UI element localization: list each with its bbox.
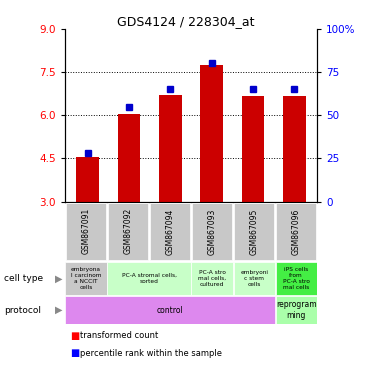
Text: reprogram
ming: reprogram ming: [276, 300, 316, 320]
Bar: [242, 96, 265, 202]
Bar: [118, 114, 140, 202]
Text: ■: ■: [70, 348, 80, 358]
Text: protocol: protocol: [4, 306, 41, 314]
Text: embryoni
c stem
cells: embryoni c stem cells: [240, 270, 268, 287]
Bar: [200, 65, 223, 202]
Text: GSM867093: GSM867093: [208, 208, 217, 255]
Text: transformed count: transformed count: [80, 331, 158, 341]
Text: ▶: ▶: [55, 273, 62, 283]
Text: GSM867096: GSM867096: [292, 208, 301, 255]
Bar: [150, 203, 190, 260]
Bar: [276, 262, 317, 295]
Bar: [65, 262, 106, 295]
Text: PC-A stromal cells,
sorted: PC-A stromal cells, sorted: [122, 273, 177, 284]
Text: GSM867094: GSM867094: [165, 208, 174, 255]
Text: GSM867092: GSM867092: [124, 208, 132, 255]
Text: percentile rank within the sample: percentile rank within the sample: [80, 349, 222, 358]
Bar: [283, 96, 306, 202]
Text: cell type: cell type: [4, 274, 43, 283]
Text: GSM867095: GSM867095: [250, 208, 259, 255]
Text: ■: ■: [70, 331, 80, 341]
Bar: [65, 296, 275, 324]
Bar: [276, 296, 317, 324]
Bar: [107, 262, 191, 295]
Bar: [191, 262, 233, 295]
Text: PC-A stro
mal cells,
cultured: PC-A stro mal cells, cultured: [198, 270, 226, 287]
Text: GSM867091: GSM867091: [82, 208, 91, 255]
Bar: [159, 95, 182, 202]
Text: embryona
l carcinom
a NCCIT
cells: embryona l carcinom a NCCIT cells: [71, 267, 101, 290]
Bar: [108, 203, 148, 260]
Text: ▶: ▶: [55, 305, 62, 315]
Text: GDS4124 / 228304_at: GDS4124 / 228304_at: [117, 15, 254, 28]
Bar: [276, 203, 316, 260]
Bar: [76, 157, 99, 202]
Bar: [234, 203, 274, 260]
Text: control: control: [157, 306, 183, 314]
Text: iPS cells
from
PC-A stro
mal cells: iPS cells from PC-A stro mal cells: [283, 267, 310, 290]
Bar: [66, 203, 106, 260]
Bar: [233, 262, 275, 295]
Bar: [192, 203, 232, 260]
